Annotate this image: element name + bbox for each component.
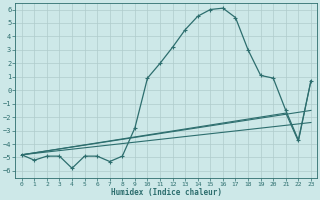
X-axis label: Humidex (Indice chaleur): Humidex (Indice chaleur) [111, 188, 222, 197]
